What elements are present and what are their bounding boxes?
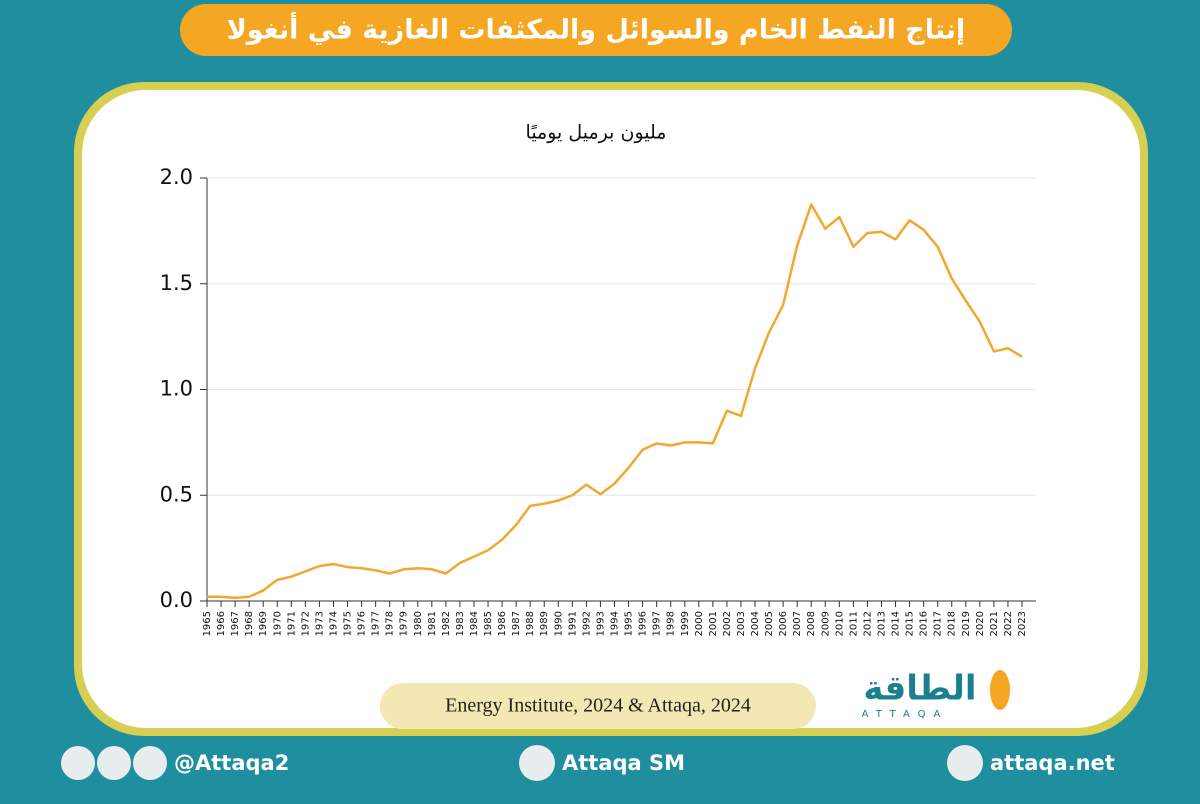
x-tick-label: 1965: [202, 611, 213, 636]
source: Energy Institute, 2024 & Attaqa, 2024: [445, 695, 751, 717]
x-tick-label: 1979: [399, 611, 410, 636]
x-tick-label: 2010: [834, 611, 845, 636]
y-tick-label: 1.0: [160, 377, 193, 401]
x-tick-label: 1986: [497, 611, 508, 636]
footer-handle[interactable]: @Attaqa2: [174, 751, 289, 775]
x-tick-label: 2000: [694, 611, 705, 636]
x-tick-label: 2009: [820, 611, 831, 636]
x-tick-label: 2020: [975, 611, 986, 636]
x-tick-label: 1977: [371, 611, 382, 636]
x-tick-label: 2007: [792, 611, 803, 636]
title-banner: [180, 4, 1012, 56]
x-tick-label: 1987: [511, 611, 522, 636]
x-tick-label: 1973: [314, 611, 325, 636]
x-tick-label: 2023: [1017, 611, 1028, 636]
footer-website[interactable]: attaqa.net: [990, 751, 1115, 775]
x-tick-label: 1982: [441, 611, 452, 636]
logo-arabic: الطاقة: [863, 669, 976, 709]
x-tick-label: 1992: [581, 611, 592, 636]
y-tick-label: 2.0: [160, 165, 193, 189]
x-tick-label: 2021: [989, 611, 1000, 636]
x-tick-label: 1996: [638, 611, 649, 636]
x-tick-label: 1970: [272, 611, 283, 636]
x-tick-label: 1974: [328, 611, 339, 636]
panel: [82, 90, 1140, 728]
x-tick-label: 2017: [933, 611, 944, 636]
x-tick-label: 2011: [848, 611, 859, 636]
x-tick-label: 1985: [483, 611, 494, 636]
x-tick-label: 2006: [778, 611, 789, 636]
y-axis-unit: مليون برميل يوميًا: [526, 122, 667, 144]
x-tick-label: 2019: [961, 611, 972, 636]
x-tick-label: 2018: [947, 611, 958, 636]
x-tick-label: 2012: [862, 611, 873, 636]
x-tick-label: 1975: [343, 611, 354, 636]
x-tick-label: 1972: [300, 611, 311, 636]
x-tick-label: 1994: [610, 611, 621, 636]
x-tick-label: 1995: [624, 611, 635, 636]
youtube-icon[interactable]: [519, 745, 555, 781]
x-tick-label: 1989: [539, 611, 550, 636]
x-tick-label: 1998: [666, 611, 677, 636]
x-tick-label: 2022: [1003, 611, 1014, 636]
logo-latin: ATTAQA: [862, 709, 949, 720]
logo-drop: [990, 670, 1010, 710]
x-tick-label: 2013: [876, 611, 887, 636]
x-tick-label: 1991: [567, 611, 578, 636]
web-icon[interactable]: [947, 745, 983, 781]
x-tick-label: 2004: [750, 611, 761, 636]
source-box: [380, 683, 816, 729]
x-tick-label: 1980: [413, 611, 424, 636]
y-tick-label: 0.0: [160, 588, 193, 612]
data-line: [207, 203, 1023, 600]
x-tick-label: 1968: [244, 611, 255, 636]
x-tick-label: 1981: [427, 611, 438, 636]
x-tick-label: 2015: [905, 611, 916, 636]
x-tick-label: 1983: [455, 611, 466, 636]
x-tick-label: 1997: [652, 611, 663, 636]
x-tick-label: 1984: [469, 611, 480, 636]
x-tick-label: 2016: [919, 611, 930, 636]
x-tick-label: 1988: [525, 611, 536, 636]
footer-youtube[interactable]: Attaqa SM: [562, 751, 685, 775]
chart-title: إنتاج النفط الخام والسوائل والمكثفات الغ…: [227, 12, 966, 46]
x-tick-label: 2001: [708, 611, 719, 636]
x-tick-label: 2005: [764, 611, 775, 636]
instagram-icon[interactable]: [97, 746, 131, 780]
x-tick-label: 2014: [891, 611, 902, 636]
x-tick-label: 2002: [722, 611, 733, 636]
x-tick-label: 1990: [553, 611, 564, 636]
x-tick-label: 1999: [680, 611, 691, 636]
x-tick-label: 1969: [258, 611, 269, 636]
x-tick-label: 1971: [286, 611, 297, 636]
x-tick-label: 1967: [230, 611, 241, 636]
y-tick-label: 1.5: [160, 271, 193, 295]
x-icon[interactable]: [61, 746, 95, 780]
x-tick-label: 1966: [216, 611, 227, 636]
x-tick-label: 1978: [385, 611, 396, 636]
facebook-icon[interactable]: [133, 746, 167, 780]
x-tick-label: 2008: [806, 611, 817, 636]
x-tick-label: 1993: [595, 611, 606, 636]
x-tick-label: 1976: [357, 611, 368, 636]
x-tick-label: 2003: [736, 611, 747, 636]
y-tick-label: 0.5: [160, 482, 193, 506]
